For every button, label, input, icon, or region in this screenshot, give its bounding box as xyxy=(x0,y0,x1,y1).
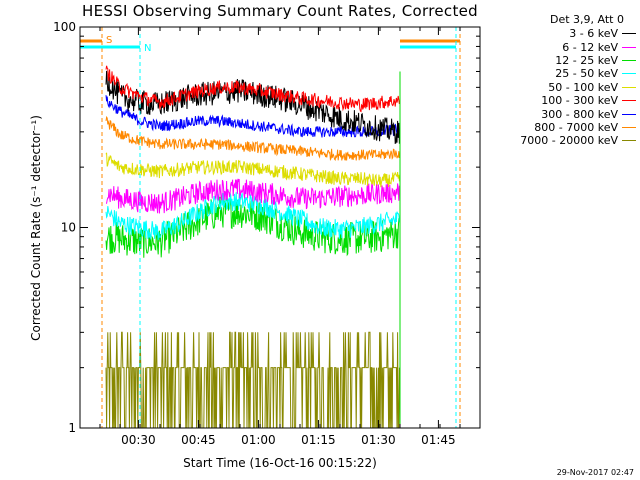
legend-swatch xyxy=(622,126,636,128)
x-tick-label: 01:15 xyxy=(301,433,336,447)
legend-entry: 7000 - 20000 keV xyxy=(480,134,636,147)
legend-entry: 25 - 50 keV xyxy=(480,67,636,80)
legend-header: Det 3,9, Att 0 xyxy=(550,13,624,26)
legend-swatch xyxy=(622,33,636,35)
x-tick-label: 01:30 xyxy=(361,433,396,447)
series-line-6-12kev xyxy=(106,178,400,214)
legend-swatch xyxy=(622,46,636,48)
legend-entry-label: 300 - 800 keV xyxy=(541,107,618,121)
night-label: N xyxy=(144,43,151,54)
legend-rows: 3 - 6 keV 6 - 12 keV 12 - 25 keV 25 - 50 ke… xyxy=(480,27,636,148)
y-tick-label: 1 xyxy=(68,421,76,435)
legend-entry: 300 - 800 keV xyxy=(480,107,636,121)
legend: Det 3,9, Att 0 3 - 6 keV 6 - 12 keV 12 - 2… xyxy=(480,13,636,148)
saa-label: S xyxy=(106,35,112,46)
legend-entry-label: 12 - 25 keV xyxy=(555,53,618,67)
legend-entry: 12 - 25 keV xyxy=(480,54,636,67)
x-axis-label: Start Time (16-Oct-16 00:15:22) xyxy=(183,456,377,470)
legend-swatch xyxy=(622,73,636,75)
legend-swatch xyxy=(622,113,636,115)
legend-entry-label: 25 - 50 keV xyxy=(555,67,618,81)
legend-entry: 800 - 7000 keV xyxy=(480,121,636,134)
legend-entry-label: 100 - 300 keV xyxy=(541,94,618,108)
legend-swatch xyxy=(622,100,636,102)
x-tick-label: 00:45 xyxy=(181,433,216,447)
y-tick-label: 10 xyxy=(61,221,76,235)
legend-entry-label: 6 - 12 keV xyxy=(562,40,618,54)
series-layer xyxy=(105,65,401,429)
legend-entry-label: 3 - 6 keV xyxy=(569,27,618,41)
y-tick-label: 100 xyxy=(53,20,76,34)
legend-entry: 50 - 100 keV xyxy=(480,81,636,94)
footer-date: 29-Nov-2017 02:47 xyxy=(556,468,634,477)
x-tick-label: 01:45 xyxy=(421,433,456,447)
legend-entry-label: 50 - 100 keV xyxy=(548,80,618,94)
y-axis-label: Corrected Count Rate (s⁻¹ detector⁻¹) xyxy=(29,115,43,341)
legend-entry: 100 - 300 keV xyxy=(480,94,636,107)
x-tick-label: 00:30 xyxy=(121,433,156,447)
series-line-7000-20000kev xyxy=(105,331,400,429)
legend-entry-label: 800 - 7000 keV xyxy=(534,120,618,134)
series-line-3-6kev xyxy=(105,70,400,144)
chart-title: HESSI Observing Summary Count Rates, Cor… xyxy=(82,2,478,20)
series-line-300-800kev xyxy=(105,95,400,138)
legend-swatch xyxy=(622,86,636,88)
series-line-50-100kev xyxy=(105,152,400,188)
legend-swatch xyxy=(622,59,636,61)
axes-layer: 00:30 00:45 01:00 01:15 01:30 01:45 1 10 100 xyxy=(53,20,481,447)
legend-entry: 3 - 6 keV xyxy=(480,27,636,40)
legend-entry-label: 7000 - 20000 keV xyxy=(520,134,618,148)
legend-entry: 6 - 12 keV xyxy=(480,40,636,54)
series-line-25-50kev xyxy=(105,192,400,241)
series-line-100-300kev xyxy=(105,65,400,113)
marker-layer: SN xyxy=(80,27,461,428)
series-line-800-7000kev xyxy=(105,115,400,161)
x-tick-label: 01:00 xyxy=(241,433,276,447)
legend-swatch xyxy=(622,140,636,142)
